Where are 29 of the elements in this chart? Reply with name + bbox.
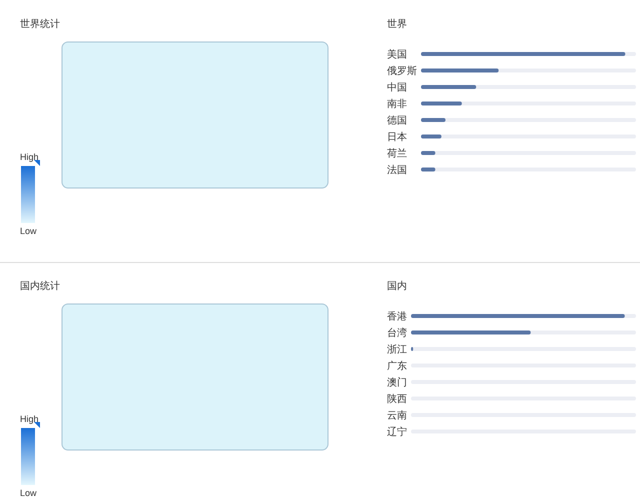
text: High	[20, 152, 39, 162]
y-tick-label: 台湾	[387, 327, 407, 339]
text: Low	[20, 226, 38, 236]
y-tick-label: 美国	[387, 48, 407, 60]
text: 国内统计	[20, 280, 60, 292]
text: High	[20, 414, 39, 424]
y-tick-label: 南非	[387, 98, 407, 110]
y-tick-label: 广东	[387, 360, 407, 372]
y-tick-label: 云南	[387, 410, 407, 422]
y-tick-label: 浙江	[387, 344, 407, 356]
text: 世界统计	[20, 18, 60, 30]
y-tick-label: 俄罗斯	[387, 65, 417, 77]
bar	[421, 118, 446, 122]
y-tick-label: 法国	[387, 164, 407, 176]
chart-title: 世界	[387, 18, 407, 30]
bar	[421, 102, 462, 106]
text: Low	[20, 488, 38, 498]
y-tick-label: 辽宁	[387, 426, 407, 438]
y-tick-label: 香港	[387, 310, 407, 322]
y-tick-label: 荷兰	[387, 148, 407, 160]
y-tick-label: 中国	[387, 82, 407, 94]
chart-title: 国内	[387, 280, 407, 292]
y-tick-label: 陕西	[387, 393, 407, 405]
bar	[421, 134, 442, 138]
bar	[421, 151, 436, 155]
y-tick-label: 德国	[387, 116, 407, 126]
bar	[421, 168, 436, 172]
y-tick-label: 日本	[387, 131, 407, 143]
y-tick-label: 澳门	[387, 376, 407, 388]
